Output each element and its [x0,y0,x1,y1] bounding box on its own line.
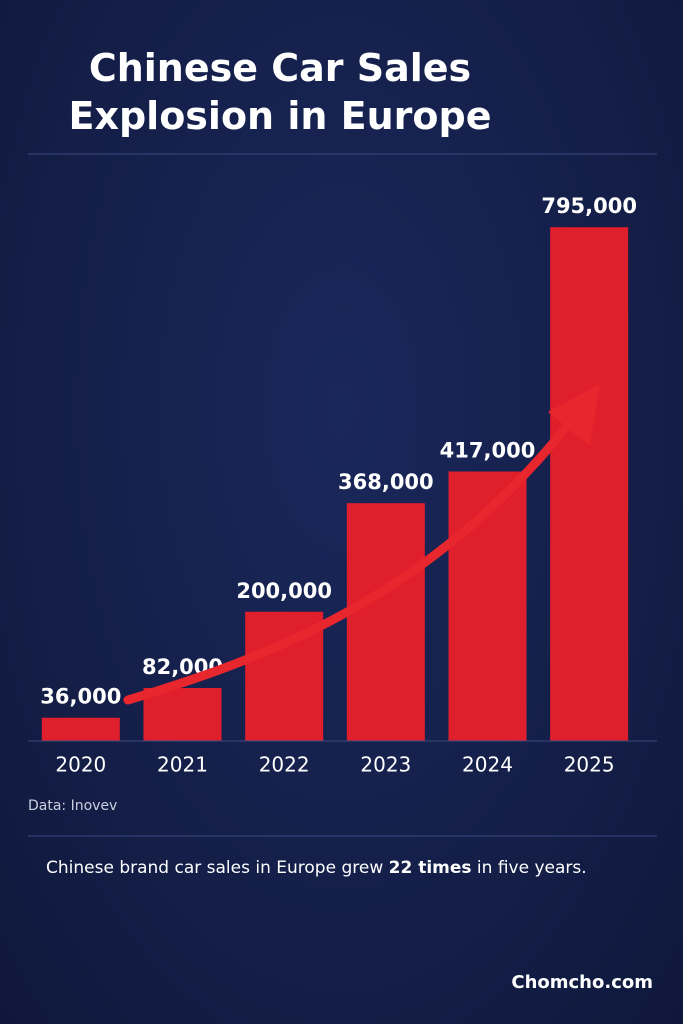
x-tick-label: 2025 [564,753,615,777]
note-text: Chinese brand car sales in Europe grew [46,858,389,878]
x-tick-label: 2023 [360,753,411,777]
data-label: 36,000 [40,685,121,709]
x-tick-label: 2021 [157,753,208,777]
data-label: 200,000 [236,579,332,603]
bar [346,503,425,741]
x-tick-label: 2020 [55,753,106,777]
source: Data: Inovev [28,798,118,814]
trend-arrow-head [548,384,600,446]
trend-arrow [123,415,577,705]
note-emphasis: 22 times [388,858,472,878]
bar [550,227,629,741]
note-text: in five years. [471,858,587,878]
data-label: 417,000 [440,439,536,463]
x-tick-label: 2022 [259,753,310,777]
chart-title: Chinese Car Sales Explosion in Europe [68,46,492,138]
note: Chinese brand car sales in Europe grew 2… [46,858,587,878]
bar [143,688,222,741]
brand: Chomcho.com [511,972,653,993]
bar [41,717,120,741]
data-label: 368,000 [338,470,434,494]
x-tick-label: 2024 [462,753,513,777]
data-label: 795,000 [541,194,637,218]
